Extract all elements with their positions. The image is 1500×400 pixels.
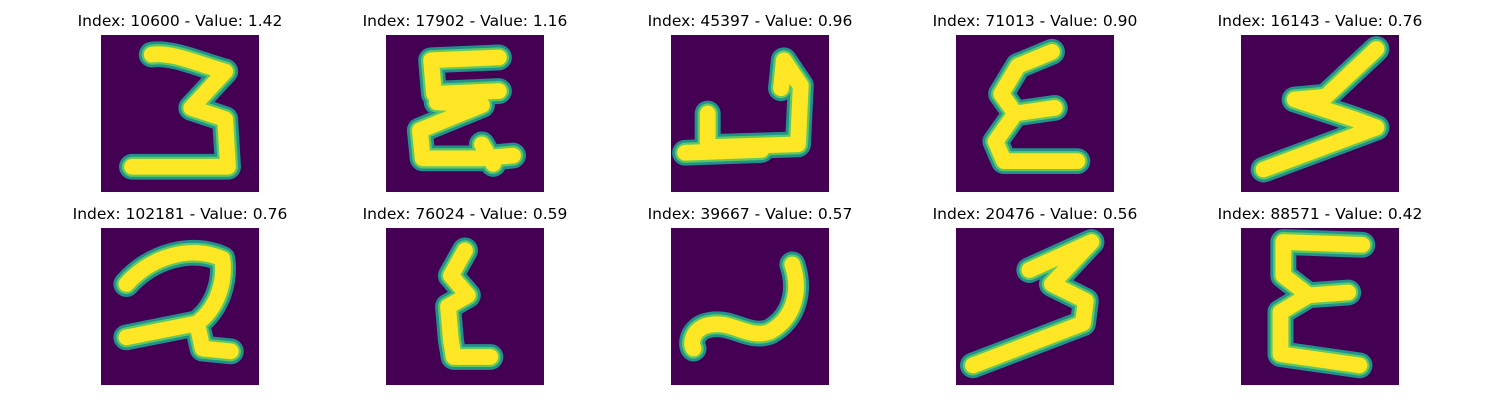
digit-image — [1241, 35, 1399, 192]
panel: Index: 88571 - Value: 0.42 — [1170, 204, 1470, 394]
panel: Index: 71013 - Value: 0.90 — [885, 11, 1185, 201]
digit-image — [101, 35, 259, 192]
panel: Index: 17902 - Value: 1.16 — [315, 11, 615, 201]
panel: Index: 20476 - Value: 0.56 — [885, 204, 1185, 394]
panel: Index: 45397 - Value: 0.96 — [600, 11, 900, 201]
digit-stroke — [411, 49, 521, 172]
panel-title: Index: 39667 - Value: 0.57 — [647, 205, 853, 223]
digit-stroke — [1272, 234, 1371, 374]
digit-image — [386, 35, 544, 192]
panel-title: Index: 20476 - Value: 0.56 — [932, 205, 1138, 223]
digit-stroke — [1255, 41, 1385, 178]
digit-image — [386, 228, 544, 385]
digit-stroke — [965, 234, 1100, 374]
panel: Index: 10600 - Value: 1.42 — [30, 11, 330, 201]
panel: Index: 39667 - Value: 0.57 — [600, 204, 900, 394]
digit-stroke — [118, 244, 239, 360]
panel-title: Index: 16143 - Value: 0.76 — [1217, 12, 1423, 30]
panel-title: Index: 76024 - Value: 0.59 — [362, 205, 568, 223]
digit-stroke — [987, 43, 1086, 170]
digit-image — [1241, 228, 1399, 385]
digit-stroke — [124, 46, 236, 175]
panel-title: Index: 45397 - Value: 0.96 — [647, 12, 853, 30]
panel-title: Index: 10600 - Value: 1.42 — [77, 12, 283, 30]
digit-image — [956, 35, 1114, 192]
panel: Index: 16143 - Value: 0.76 — [1170, 11, 1470, 201]
digit-image — [101, 228, 259, 385]
panel-title: Index: 71013 - Value: 0.90 — [932, 12, 1138, 30]
panel: Index: 76024 - Value: 0.59 — [315, 204, 615, 394]
digit-stroke — [684, 256, 804, 357]
digit-image — [671, 228, 829, 385]
digit-stroke — [440, 242, 499, 365]
digit-image — [671, 35, 829, 192]
panel-title: Index: 102181 - Value: 0.76 — [72, 205, 288, 223]
panel-title: Index: 17902 - Value: 1.16 — [362, 12, 568, 30]
digit-image — [956, 228, 1114, 385]
panel: Index: 102181 - Value: 0.76 — [30, 204, 330, 394]
digit-stroke — [677, 52, 809, 161]
panel-title: Index: 88571 - Value: 0.42 — [1217, 205, 1423, 223]
